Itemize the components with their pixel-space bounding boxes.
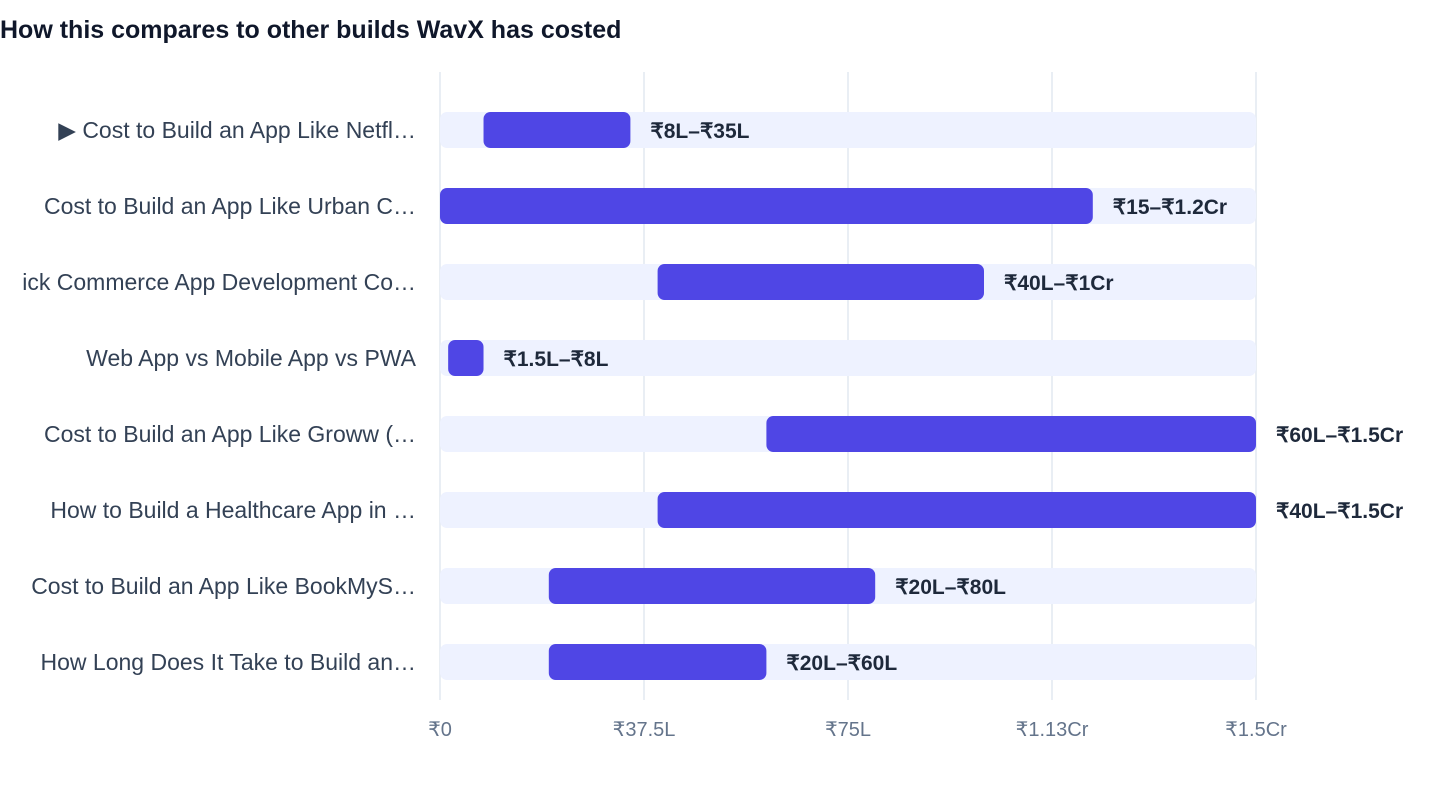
row-label: Web App vs Mobile App vs PWA <box>86 345 416 371</box>
row-label: ick Commerce App Development Co… <box>22 269 416 295</box>
value-label: ₹20L–₹60L <box>786 652 897 675</box>
row-label: Cost to Build an App Like Groww (… <box>44 421 416 447</box>
value-label: ₹8L–₹35L <box>650 120 749 143</box>
x-tick-label: ₹0 <box>428 719 452 741</box>
row-label: ▶ Cost to Build an App Like Netfl… <box>58 117 416 143</box>
value-label: ₹40L–₹1.5Cr <box>1276 500 1403 523</box>
row-label: Cost to Build an App Like Urban C… <box>44 193 416 219</box>
x-tick-label: ₹75L <box>825 719 871 741</box>
grid-lines <box>439 72 1257 700</box>
chart-title: How this compares to other builds WavX h… <box>0 16 622 44</box>
chart-rows: ▶ Cost to Build an App Like Netfl… ₹8L–₹3… <box>22 112 1403 680</box>
value-label: ₹40L–₹1Cr <box>1004 272 1114 295</box>
row-label: How to Build a Healthcare App in … <box>50 497 416 523</box>
x-tick-label: ₹1.5Cr <box>1225 719 1287 741</box>
value-label: ₹15–₹1.2Cr <box>1113 196 1227 219</box>
bar-track <box>440 112 1256 148</box>
x-tick-label: ₹37.5L <box>613 719 676 741</box>
bar-track <box>440 340 1256 376</box>
range-bar <box>548 568 876 604</box>
x-axis-ticks: ₹0 ₹37.5L ₹75L ₹1.13Cr ₹1.5Cr <box>428 719 1287 741</box>
x-tick-label: ₹1.13Cr <box>1016 719 1089 741</box>
row-label: How Long Does It Take to Build an… <box>41 649 416 675</box>
value-label: ₹20L–₹80L <box>895 576 1006 599</box>
value-label: ₹1.5L–₹8L <box>504 348 609 371</box>
range-bar <box>448 340 484 376</box>
range-bar <box>657 492 1256 528</box>
value-label: ₹60L–₹1.5Cr <box>1276 424 1403 447</box>
range-bar <box>548 644 767 680</box>
range-bar <box>657 264 984 300</box>
range-bar <box>766 416 1256 452</box>
range-bar <box>440 188 1093 224</box>
row-label: Cost to Build an App Like BookMyS… <box>31 573 416 599</box>
range-bar <box>483 112 631 148</box>
